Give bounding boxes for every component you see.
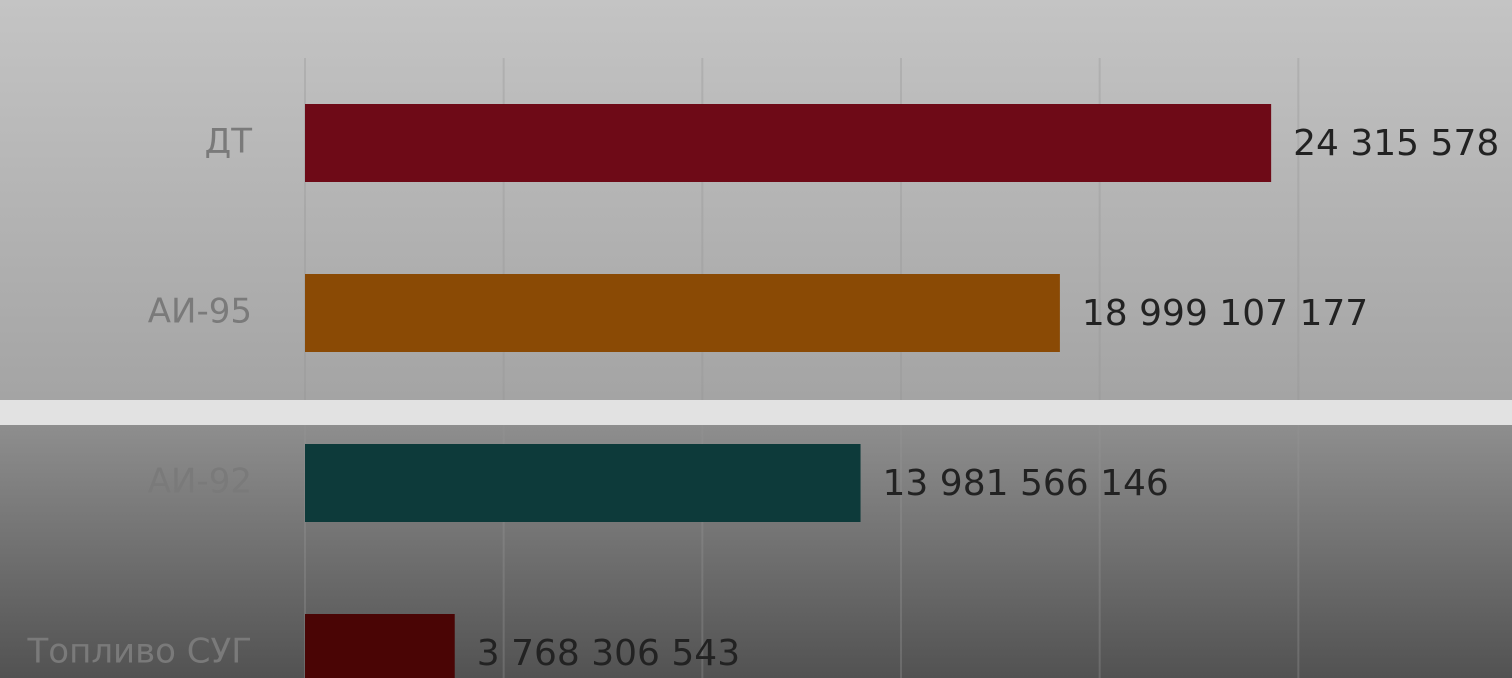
bar (305, 614, 455, 678)
bar (305, 444, 861, 522)
value-label: 13 981 566 146 (883, 463, 1169, 504)
overlay-band (0, 400, 1512, 425)
y-tick-label: ДТ (205, 122, 253, 162)
value-label: 3 768 306 543 (477, 633, 740, 674)
bar (305, 274, 1060, 352)
value-label: 24 315 578 889 (1293, 123, 1512, 164)
plot: ДТ 24 315 578 889 АИ-95 18 999 107 177 АИ-92… (27, 58, 1512, 678)
value-label: 18 999 107 177 (1082, 293, 1368, 334)
bar (305, 104, 1272, 182)
y-tick-label: АИ-92 (148, 462, 252, 502)
y-tick-label: Топливо СУГ (27, 632, 252, 672)
y-tick-label: АИ-95 (148, 292, 252, 332)
